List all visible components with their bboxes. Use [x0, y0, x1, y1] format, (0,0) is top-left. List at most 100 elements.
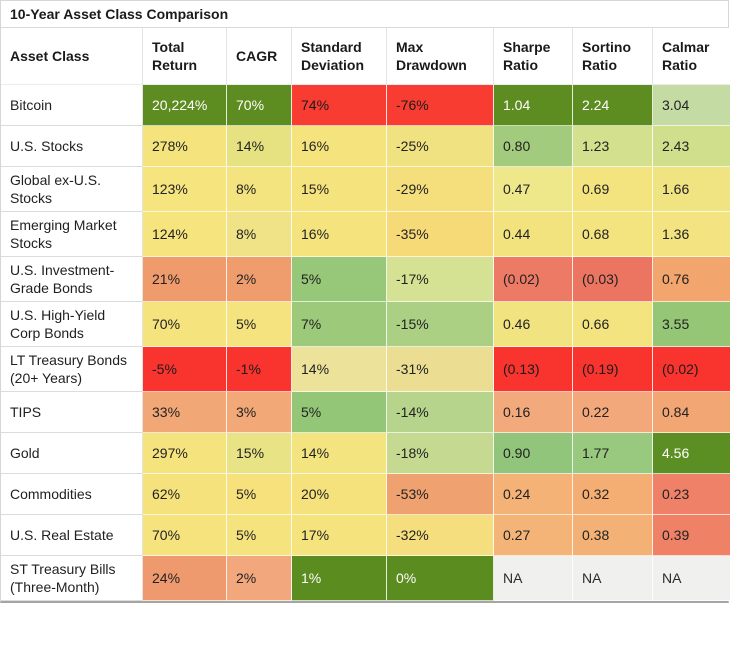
value-cell-sortino-ratio: 0.22 — [573, 392, 653, 433]
asset-class-cell: U.S. High-Yield Corp Bonds — [1, 302, 143, 347]
value-cell-standard-deviation: 14% — [292, 347, 387, 392]
value-cell-sharpe-ratio: 0.80 — [494, 126, 573, 167]
value-cell-standard-deviation: 5% — [292, 257, 387, 302]
asset-class-cell: U.S. Investment-Grade Bonds — [1, 257, 143, 302]
value-cell-total-return: 33% — [143, 392, 227, 433]
value-cell-calmar-ratio: (0.02) — [653, 347, 730, 392]
value-cell-max-drawdown: -29% — [387, 167, 494, 212]
table-row-st-treasury-bills: ST Treasury Bills (Three-Month) 24% 2% 1% 0%… — [1, 556, 730, 601]
value-cell-cagr: 15% — [227, 433, 292, 474]
value-cell-max-drawdown: -14% — [387, 392, 494, 433]
value-cell-sharpe-ratio: (0.13) — [494, 347, 573, 392]
value-cell-max-drawdown: -32% — [387, 515, 494, 556]
value-cell-max-drawdown: 0% — [387, 556, 494, 601]
value-cell-max-drawdown: -18% — [387, 433, 494, 474]
value-cell-calmar-ratio: 4.56 — [653, 433, 730, 474]
asset-class-cell: Global ex-U.S. Stocks — [1, 167, 143, 212]
value-cell-sharpe-ratio: 1.04 — [494, 85, 573, 126]
asset-class-cell: U.S. Stocks — [1, 126, 143, 167]
asset-comparison-table-panel: 10-Year Asset Class Comparison Asset Cla… — [0, 0, 730, 603]
asset-class-cell: U.S. Real Estate — [1, 515, 143, 556]
value-cell-cagr: 5% — [227, 515, 292, 556]
value-cell-cagr: 5% — [227, 302, 292, 347]
value-cell-cagr: 8% — [227, 212, 292, 257]
value-cell-max-drawdown: -31% — [387, 347, 494, 392]
table-row-lt-treasury-bonds: LT Treasury Bonds (20+ Years) -5% -1% 14% -3… — [1, 347, 730, 392]
column-header-standard-deviation: Standard Deviation — [292, 28, 387, 85]
value-cell-cagr: 3% — [227, 392, 292, 433]
column-header-sharpe-ratio: Sharpe Ratio — [494, 28, 573, 85]
value-cell-cagr: 5% — [227, 474, 292, 515]
value-cell-max-drawdown: -53% — [387, 474, 494, 515]
value-cell-standard-deviation: 16% — [292, 126, 387, 167]
value-cell-sharpe-ratio: 0.16 — [494, 392, 573, 433]
value-cell-total-return: 24% — [143, 556, 227, 601]
value-cell-calmar-ratio: NA — [653, 556, 730, 601]
value-cell-total-return: 62% — [143, 474, 227, 515]
value-cell-sharpe-ratio: 0.46 — [494, 302, 573, 347]
value-cell-standard-deviation: 15% — [292, 167, 387, 212]
value-cell-calmar-ratio: 1.36 — [653, 212, 730, 257]
value-cell-sharpe-ratio: 0.24 — [494, 474, 573, 515]
value-cell-sortino-ratio: (0.03) — [573, 257, 653, 302]
value-cell-standard-deviation: 1% — [292, 556, 387, 601]
value-cell-standard-deviation: 74% — [292, 85, 387, 126]
value-cell-max-drawdown: -25% — [387, 126, 494, 167]
value-cell-calmar-ratio: 0.39 — [653, 515, 730, 556]
value-cell-cagr: 2% — [227, 556, 292, 601]
value-cell-calmar-ratio: 3.04 — [653, 85, 730, 126]
column-header-total-return: Total Return — [143, 28, 227, 85]
value-cell-sortino-ratio: 0.38 — [573, 515, 653, 556]
table-header: Asset Class Total Return CAGR Standard Devi… — [1, 28, 730, 85]
value-cell-sharpe-ratio: 0.90 — [494, 433, 573, 474]
value-cell-calmar-ratio: 1.66 — [653, 167, 730, 212]
value-cell-max-drawdown: -35% — [387, 212, 494, 257]
column-header-asset-class: Asset Class — [1, 28, 143, 85]
value-cell-cagr: -1% — [227, 347, 292, 392]
column-header-max-drawdown: Max Drawdown — [387, 28, 494, 85]
value-cell-sortino-ratio: 0.66 — [573, 302, 653, 347]
value-cell-sortino-ratio: 2.24 — [573, 85, 653, 126]
table-row-tips: TIPS 33% 3% 5% -14% 0.16 0.22 0.84 — [1, 392, 730, 433]
value-cell-cagr: 8% — [227, 167, 292, 212]
value-cell-total-return: 123% — [143, 167, 227, 212]
column-header-cagr: CAGR — [227, 28, 292, 85]
value-cell-calmar-ratio: 0.76 — [653, 257, 730, 302]
table-row-global-ex-u-s-stocks: Global ex-U.S. Stocks 123% 8% 15% -29% 0.47 0.… — [1, 167, 730, 212]
asset-comparison-table: Asset Class Total Return CAGR Standard Devi… — [1, 28, 730, 601]
value-cell-sharpe-ratio: 0.44 — [494, 212, 573, 257]
table-row-bitcoin: Bitcoin 20,224% 70% 74% -76% 1.04 2.24 3.04 — [1, 85, 730, 126]
asset-class-cell: Commodities — [1, 474, 143, 515]
value-cell-total-return: 21% — [143, 257, 227, 302]
value-cell-calmar-ratio: 0.84 — [653, 392, 730, 433]
value-cell-cagr: 2% — [227, 257, 292, 302]
table-row-gold: Gold 297% 15% 14% -18% 0.90 1.77 4.56 — [1, 433, 730, 474]
value-cell-sharpe-ratio: (0.02) — [494, 257, 573, 302]
asset-class-cell: ST Treasury Bills (Three-Month) — [1, 556, 143, 601]
asset-class-cell: Gold — [1, 433, 143, 474]
value-cell-total-return: -5% — [143, 347, 227, 392]
asset-class-cell: TIPS — [1, 392, 143, 433]
value-cell-sortino-ratio: 0.69 — [573, 167, 653, 212]
column-header-sortino-ratio: Sortino Ratio — [573, 28, 653, 85]
value-cell-max-drawdown: -15% — [387, 302, 494, 347]
asset-class-cell: Emerging Market Stocks — [1, 212, 143, 257]
table-row-u-s-real-estate: U.S. Real Estate 70% 5% 17% -32% 0.27 0.38 0.39 — [1, 515, 730, 556]
value-cell-total-return: 297% — [143, 433, 227, 474]
value-cell-sortino-ratio: 1.77 — [573, 433, 653, 474]
header-row: Asset Class Total Return CAGR Standard Devi… — [1, 28, 730, 85]
value-cell-sharpe-ratio: 0.27 — [494, 515, 573, 556]
value-cell-sortino-ratio: 0.68 — [573, 212, 653, 257]
asset-class-cell: LT Treasury Bonds (20+ Years) — [1, 347, 143, 392]
value-cell-cagr: 14% — [227, 126, 292, 167]
value-cell-standard-deviation: 14% — [292, 433, 387, 474]
value-cell-total-return: 124% — [143, 212, 227, 257]
value-cell-standard-deviation: 16% — [292, 212, 387, 257]
value-cell-sortino-ratio: (0.19) — [573, 347, 653, 392]
value-cell-calmar-ratio: 3.55 — [653, 302, 730, 347]
value-cell-max-drawdown: -17% — [387, 257, 494, 302]
value-cell-standard-deviation: 20% — [292, 474, 387, 515]
value-cell-sortino-ratio: 0.32 — [573, 474, 653, 515]
table-row-emerging-market-stocks: Emerging Market Stocks 124% 8% 16% -35% 0.44 0… — [1, 212, 730, 257]
value-cell-total-return: 70% — [143, 515, 227, 556]
